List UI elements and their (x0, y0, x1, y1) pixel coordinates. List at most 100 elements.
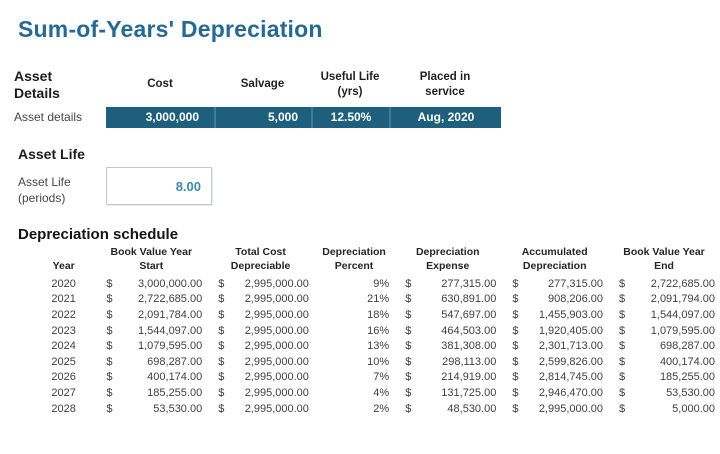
cell-book-value-start: $400,174.00 (95, 370, 207, 386)
cell-accumulated-depreciation: $2,995,000.00 (501, 401, 608, 417)
amount-value: 2,995,000.00 (244, 340, 309, 353)
amount-value: 1,079,595.00 (137, 340, 203, 353)
schedule-column-header: Book Value Year End (623, 246, 705, 272)
column-header-useful-life: Useful Life (yrs) (320, 70, 380, 98)
currency-symbol: $ (218, 277, 225, 290)
currency-symbol: $ (106, 277, 113, 290)
cell-book-value-start: $1,544,097.00 (95, 323, 207, 339)
amount-value: 2,995,000.00 (244, 293, 309, 306)
cell-depreciation-expense: $131,725.00 (394, 385, 501, 401)
cell-year: 2028 (51, 402, 76, 415)
currency-symbol: $ (405, 371, 412, 384)
currency-symbol: $ (218, 308, 225, 321)
schedule-row: 2024 $1,079,595.00 $2,995,000.00 13% $381,30… (32, 339, 720, 355)
cell-book-value-end: $185,255.00 (608, 370, 720, 386)
currency-symbol: $ (218, 324, 225, 337)
placed-in-service-value-cell[interactable]: Aug, 2020 (389, 106, 501, 128)
schedule-row: 2020 $3,000,000.00 $2,995,000.00 9% $277,315… (32, 276, 720, 292)
currency-symbol: $ (512, 308, 519, 321)
cell-year: 2025 (51, 355, 76, 368)
cell-accumulated-depreciation: $2,599,826.00 (501, 354, 608, 370)
cell-book-value-end: $53,530.00 (608, 385, 720, 401)
amount-value: 400,174.00 (659, 355, 715, 368)
amount-value: 214,919.00 (441, 371, 497, 384)
cell-total-cost-depreciable: $2,995,000.00 (207, 292, 314, 308)
cost-value-cell[interactable]: 3,000,000 (145, 110, 199, 125)
amount-value: 2,722,685.00 (650, 277, 715, 290)
schedule-row: 2021 $2,722,685.00 $2,995,000.00 21% $630,89… (32, 292, 720, 308)
cell-year: 2020 (51, 277, 76, 290)
cell-book-value-start: $185,255.00 (95, 385, 207, 401)
currency-symbol: $ (619, 386, 626, 399)
currency-symbol: $ (619, 293, 626, 306)
cell-depreciation-expense: $298,113.00 (394, 354, 501, 370)
currency-symbol: $ (106, 308, 113, 321)
asset-life-input[interactable]: 8.00 (106, 167, 212, 205)
currency-symbol: $ (512, 340, 519, 353)
amount-value: 277,315.00 (547, 277, 604, 290)
currency-symbol: $ (619, 355, 626, 368)
amount-value: 131,725.00 (441, 386, 497, 399)
depreciation-schedule-section-label: Depreciation schedule (18, 226, 179, 243)
page-title: Sum-of-Years' Depreciation (18, 16, 323, 42)
amount-value: 698,287.00 (147, 355, 203, 368)
salvage-value-cell[interactable]: 5,000 (214, 106, 311, 128)
cell-book-value-start: $698,287.00 (95, 354, 207, 370)
currency-symbol: $ (405, 386, 412, 399)
amount-value: 2,814,745.00 (538, 371, 604, 384)
cell-depreciation-expense: $277,315.00 (394, 276, 501, 292)
cell-book-value-end: $2,722,685.00 (608, 276, 720, 292)
asset-life-field-label: Asset Life (periods) (18, 175, 71, 206)
currency-symbol: $ (619, 308, 626, 321)
cell-depreciation-expense: $381,308.00 (394, 339, 501, 355)
asset-details-data-row: Asset details 3,000,000 5,000 12.50% Aug… (14, 106, 514, 128)
currency-symbol: $ (512, 355, 519, 368)
cell-book-value-start: $53,530.00 (95, 401, 207, 417)
currency-symbol: $ (106, 386, 113, 399)
currency-symbol: $ (512, 277, 519, 290)
cell-year: 2026 (51, 371, 76, 384)
schedule-column-header: Book Value Year Start (110, 246, 193, 272)
schedule-header-row: Year Book Value Year Start Total Cost Depr… (32, 246, 720, 276)
cell-accumulated-depreciation: $2,301,713.00 (501, 339, 608, 355)
amount-value: 185,255.00 (659, 371, 715, 384)
cell-accumulated-depreciation: $908,206.00 (501, 292, 608, 308)
amount-value: 2,599,826.00 (538, 355, 604, 368)
schedule-column-header: Accumulated Depreciation (521, 246, 588, 272)
schedule-row: 2023 $1,544,097.00 $2,995,000.00 16% $464,50… (32, 323, 720, 339)
cell-depreciation-percent: 18% (367, 308, 390, 321)
amount-value: 381,308.00 (441, 340, 497, 353)
schedule-body: 2020 $3,000,000.00 $2,995,000.00 9% $277,315… (32, 276, 720, 416)
amount-value: 1,079,595.00 (650, 324, 715, 337)
amount-value: 1,544,097.00 (650, 308, 715, 321)
amount-value: 48,530.00 (447, 402, 497, 415)
useful-life-value-cell[interactable]: 12.50% (311, 106, 389, 128)
amount-value: 1,920,405.00 (538, 324, 604, 337)
cell-depreciation-percent: 2% (373, 402, 390, 415)
currency-symbol: $ (106, 324, 113, 337)
amount-value: 2,995,000.00 (244, 386, 309, 399)
amount-value: 2,995,000.00 (244, 308, 309, 321)
cell-book-value-end: $400,174.00 (608, 354, 720, 370)
amount-value: 2,995,000.00 (538, 402, 604, 415)
cell-depreciation-expense: $214,919.00 (394, 370, 501, 386)
currency-symbol: $ (218, 371, 225, 384)
currency-symbol: $ (405, 324, 412, 337)
currency-symbol: $ (619, 277, 626, 290)
amount-value: 2,995,000.00 (244, 355, 309, 368)
cell-year: 2022 (51, 308, 76, 321)
schedule-row: 2028 $53,530.00 $2,995,000.00 2% $48,530.00 $… (32, 401, 720, 417)
amount-value: 277,315.00 (441, 277, 497, 290)
cell-accumulated-depreciation: $1,455,903.00 (501, 307, 608, 323)
cell-total-cost-depreciable: $2,995,000.00 (207, 401, 314, 417)
asset-details-input-bar: 3,000,000 5,000 12.50% Aug, 2020 (106, 106, 501, 128)
amount-value: 2,301,713.00 (538, 340, 604, 353)
currency-symbol: $ (619, 324, 626, 337)
cell-accumulated-depreciation: $1,920,405.00 (501, 323, 608, 339)
currency-symbol: $ (405, 340, 412, 353)
currency-symbol: $ (106, 371, 113, 384)
cell-depreciation-percent: 10% (367, 355, 390, 368)
cell-book-value-end: $5,000.00 (608, 401, 720, 417)
currency-symbol: $ (405, 293, 412, 306)
